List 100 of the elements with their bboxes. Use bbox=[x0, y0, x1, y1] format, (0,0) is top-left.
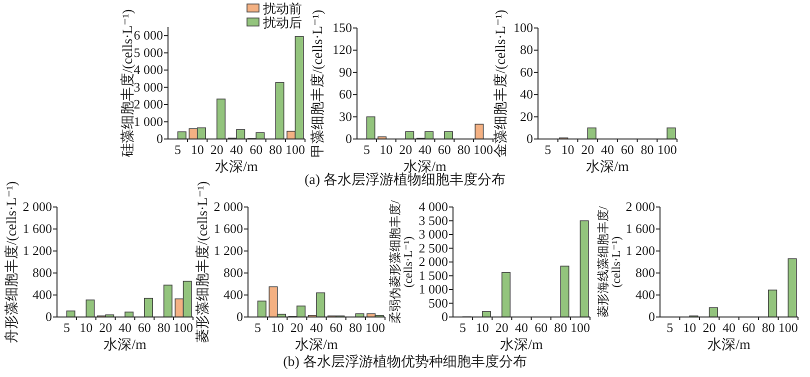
y-tick-label: 2 000 bbox=[214, 199, 243, 214]
y-tick-label: 1 600 bbox=[626, 221, 655, 236]
x-tick-label: 80 bbox=[762, 320, 775, 335]
y-tick-label: 1 000 bbox=[134, 114, 163, 129]
x-tick-label: 20 bbox=[702, 320, 716, 335]
x-tick-label: 5 bbox=[254, 320, 262, 335]
y-tick-label: 120 bbox=[332, 42, 352, 58]
x-tick-label: 60 bbox=[742, 320, 756, 335]
x-tick-label: 10 bbox=[380, 142, 393, 157]
x-tick-label: 10 bbox=[561, 142, 574, 157]
y-tick-label: 90 bbox=[339, 64, 352, 80]
y-tick-label: 1 000 bbox=[418, 282, 448, 296]
x-tick-label: 100 bbox=[778, 320, 798, 335]
x-tick-label: 20 bbox=[581, 142, 594, 157]
y-tick-label: 0 bbox=[346, 131, 352, 146]
legend-label: 扰动后 bbox=[262, 15, 302, 30]
y-tick-label: 1 200 bbox=[214, 243, 243, 258]
x-axis-title: 水深/m bbox=[500, 337, 543, 353]
x-tick-label: 80 bbox=[269, 142, 282, 157]
x-tick-label: 60 bbox=[250, 142, 263, 157]
y-tick-label: 1 200 bbox=[22, 243, 52, 258]
x-tick-label: 20 bbox=[290, 320, 304, 335]
y-tick-label: 800 bbox=[32, 265, 52, 280]
x-tick-label: 40 bbox=[310, 320, 323, 335]
y-tick-label: 60 bbox=[339, 86, 352, 102]
text: (b) 各水层浮游植物优势种细胞丰度分布 bbox=[283, 354, 527, 370]
x-axis-title: 水深/m bbox=[215, 159, 258, 175]
x-axis-title: 水深/m bbox=[708, 337, 750, 353]
x-tick-label: 60 bbox=[534, 320, 548, 335]
y-tick-label: 0 bbox=[442, 309, 448, 324]
y-tick-label: 800 bbox=[636, 265, 655, 280]
y-tick-label: 800 bbox=[224, 265, 243, 280]
y-tick-label: 0 bbox=[648, 309, 655, 324]
y-tick-label: 1 600 bbox=[214, 221, 243, 236]
y-tick-label: 1 600 bbox=[22, 221, 52, 236]
y-tick-label: 0 bbox=[236, 309, 243, 324]
x-tick-label: 5 bbox=[174, 142, 182, 157]
x-axis-title: 水深/m bbox=[104, 337, 146, 353]
x-tick-label: 10 bbox=[683, 320, 696, 335]
y-tick-label: 1 500 bbox=[418, 268, 448, 283]
x-axis-title: 水深/m bbox=[295, 337, 338, 353]
y-tick-label: 0 bbox=[46, 309, 52, 324]
y-tick-label: 0 bbox=[156, 131, 163, 146]
x-tick-label: 100 bbox=[174, 320, 194, 335]
x-axis-title: 水深/m bbox=[586, 159, 629, 175]
y-tick-label: 400 bbox=[636, 287, 655, 302]
x-tick-label: 100 bbox=[474, 142, 494, 157]
y-tick-label: 60 bbox=[520, 64, 533, 80]
y-tick-label: 5 000 bbox=[134, 44, 163, 60]
x-tick-label: 40 bbox=[118, 320, 132, 335]
y-tick-label: 6 000 bbox=[134, 28, 163, 43]
x-tick-label: 100 bbox=[570, 320, 590, 335]
y-tick-label: 1 200 bbox=[626, 243, 655, 258]
x-tick-label: 100 bbox=[657, 142, 677, 157]
text: (a) 各水层浮游植物细胞丰度分布 bbox=[304, 172, 506, 188]
y-axis-title: 甲藻细胞丰度/(cells·L⁻¹) bbox=[310, 9, 326, 158]
x-tick-label: 80 bbox=[554, 320, 568, 335]
x-tick-label: 100 bbox=[365, 320, 385, 335]
y-tick-label: 400 bbox=[224, 287, 243, 302]
x-tick-label: 5 bbox=[460, 320, 466, 335]
x-tick-label: 10 bbox=[270, 320, 284, 335]
y-tick-label: 2 000 bbox=[418, 254, 448, 269]
x-tick-label: 20 bbox=[495, 320, 508, 335]
x-tick-label: 20 bbox=[399, 142, 412, 157]
x-tick-label: 5 bbox=[63, 320, 70, 335]
y-tick-label: 2 000 bbox=[22, 199, 52, 214]
x-tick-label: 10 bbox=[80, 320, 93, 335]
y-tick-label: 40 bbox=[520, 86, 533, 102]
y-tick-label: 2 500 bbox=[418, 240, 448, 256]
y-tick-label: 0 bbox=[526, 131, 533, 146]
y-tick-label: 4 000 bbox=[134, 62, 163, 78]
y-tick-label: 4 000 bbox=[418, 199, 448, 214]
y-axis-title: 菱形海线藻细胞丰度/ (cells·L⁻¹) bbox=[596, 206, 623, 318]
y-tick-label: 20 bbox=[520, 108, 533, 124]
y-tick-label: 3 000 bbox=[418, 226, 448, 242]
y-tick-label: 3 500 bbox=[418, 212, 448, 228]
x-tick-label: 40 bbox=[601, 142, 614, 157]
x-tick-label: 10 bbox=[190, 142, 204, 157]
y-axis-title: 舟形藻细胞丰度/(cells·L⁻¹) bbox=[4, 180, 20, 343]
y-tick-label: 150 bbox=[332, 20, 352, 35]
y-tick-label: 3 000 bbox=[134, 79, 163, 94]
legend-label: 扰动前 bbox=[262, 1, 302, 16]
y-tick-label: 500 bbox=[428, 295, 448, 310]
y-axis-title: 金藻细胞丰度/(cells·L⁻¹) bbox=[493, 9, 509, 158]
y-tick-label: 400 bbox=[32, 287, 52, 302]
x-tick-label: 20 bbox=[99, 320, 112, 335]
y-axis-title: 菱形藻细胞丰度/(cells·L⁻¹) bbox=[195, 180, 211, 343]
x-tick-label: 5 bbox=[666, 320, 674, 335]
x-tick-label: 5 bbox=[544, 142, 552, 157]
y-tick-label: 100 bbox=[514, 20, 533, 35]
x-tick-label: 40 bbox=[722, 320, 736, 335]
x-tick-label: 5 bbox=[363, 142, 370, 157]
x-tick-label: 100 bbox=[285, 142, 305, 157]
y-tick-label: 30 bbox=[339, 108, 352, 124]
x-tick-label: 10 bbox=[476, 320, 489, 335]
y-tick-label: 2 000 bbox=[626, 199, 655, 214]
y-tick-label: 80 bbox=[520, 42, 533, 58]
x-tick-label: 80 bbox=[457, 142, 470, 157]
x-tick-label: 80 bbox=[349, 320, 362, 335]
y-axis-title: 柔弱伪菱形藻细胞丰度/ (cells·L⁻¹) bbox=[388, 200, 415, 324]
